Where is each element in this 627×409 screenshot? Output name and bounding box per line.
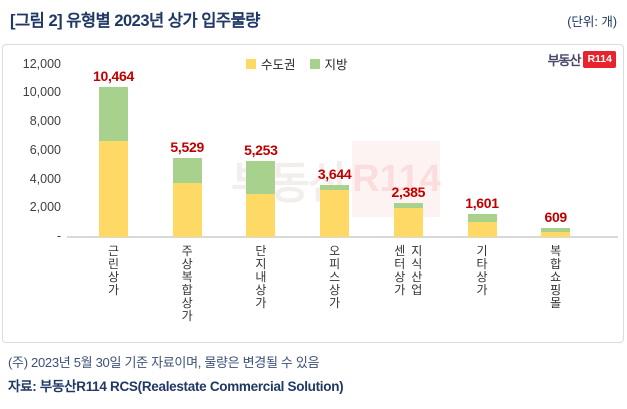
x-axis-line: [67, 236, 618, 238]
bar-value-label: 5,253: [244, 142, 278, 159]
bar-segment-수도권-단지내상가: [246, 194, 276, 237]
bar-segment-수도권-주상복합상가: [172, 183, 202, 237]
jibang-color-swatch: [309, 58, 320, 69]
figure-title: [그림 2] 유형별 2023년 상가 입주물량: [10, 12, 260, 30]
bar-segment-수도권-근린상가: [99, 141, 128, 237]
legend-item-sudogwon: 수도권: [246, 54, 296, 73]
source-line: 자료: 부동산R114 RCS(Realestate Commercial So…: [8, 379, 344, 394]
y-axis-tick: 4,000: [29, 171, 61, 186]
logo-text: 부동산: [547, 53, 582, 68]
legend: 수도권 지방: [246, 54, 348, 73]
unit-label: (단위: 개): [567, 15, 617, 29]
chart-area: 부동산 R114 수도권 지방 부동산 R114 12,000 10,000 8,0…: [2, 44, 624, 343]
y-axis-tick: 8,000: [29, 114, 61, 128]
y-axis-tick: 12,000: [22, 56, 61, 71]
bar-value-label: 5,529: [170, 138, 204, 155]
bar-segment-지방-주상복합상가: [172, 157, 202, 184]
bar-value-label: 609: [544, 209, 567, 226]
sudogwon-color-swatch: [246, 58, 256, 69]
bar-segment-지방-기타상가: [467, 213, 497, 223]
legend-label-sudogwon: 수도권: [261, 58, 296, 72]
bar-value-label: 10,464: [92, 67, 135, 84]
y-axis-tick: 6,000: [29, 142, 61, 157]
bar-segment-수도권-기타상가: [467, 222, 497, 237]
bar-segment-수도권-복합쇼핑몰: [541, 232, 571, 237]
legend-label-jibang: 지방: [324, 58, 348, 72]
bar-segment-지방-근린상가: [99, 86, 128, 142]
bar-segment-지방-단지내상가: [246, 161, 276, 195]
bar-value-label: 2,385: [391, 183, 426, 200]
bar-segment-수도권-지식산업센터상가: [393, 208, 423, 237]
footnote: (주) 2023년 5월 30일 기준 자료이며, 물량은 변경될 수 있음: [8, 355, 320, 370]
y-axis-tick: 2,000: [29, 200, 61, 215]
logo-mark: R114: [583, 51, 616, 68]
y-axis-tick: -: [56, 229, 61, 243]
bar-segment-지방-지식산업센터상가: [393, 202, 423, 209]
bar-segment-지방-복합쇼핑몰: [541, 228, 571, 233]
bar-value-label: 3,644: [317, 165, 352, 182]
legend-item-jibang: 지방: [309, 54, 348, 73]
bar-segment-수도권-오피스상가: [320, 189, 350, 237]
r114-logo: 부동산 R114: [548, 50, 616, 69]
bar-segment-지방-오피스상가: [320, 184, 350, 190]
bar-value-label: 1,601: [465, 194, 499, 211]
y-axis-tick: 10,000: [22, 85, 61, 100]
